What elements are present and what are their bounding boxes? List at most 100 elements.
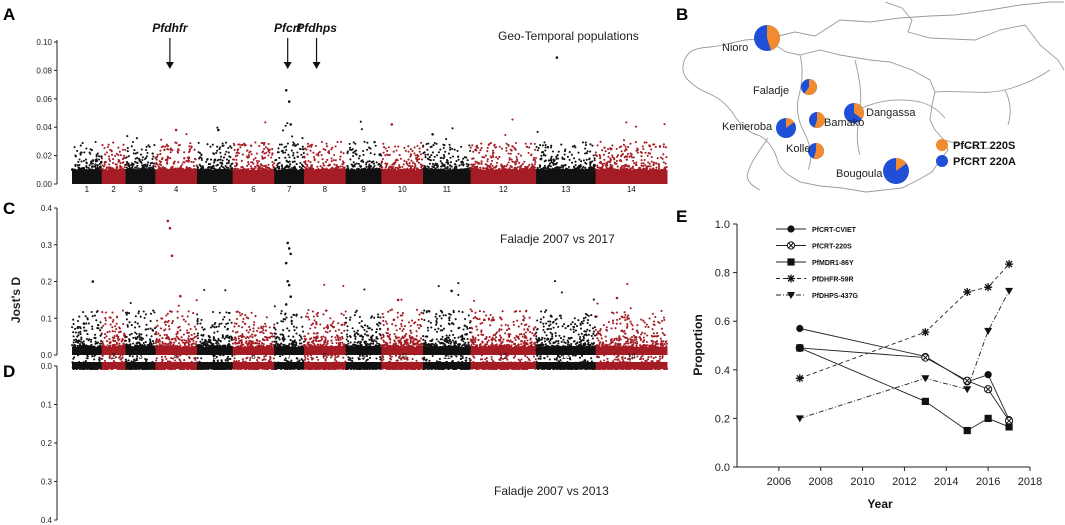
snp-point (341, 160, 345, 163)
snp-point (398, 154, 401, 157)
snp-point (271, 152, 274, 155)
snp-point (293, 160, 296, 163)
snp-point (140, 160, 143, 164)
snp-point (443, 343, 446, 346)
snp-point (163, 148, 166, 151)
snp-point (209, 158, 213, 161)
snp-point (386, 328, 389, 331)
snp-point (377, 324, 380, 327)
snp-point (593, 157, 596, 160)
snp-point (599, 167, 602, 170)
snp-point (159, 153, 162, 156)
snp-point (399, 157, 402, 160)
panel-a-chromosome-labels: 1 2 3 4 5 6 7 8 9 10 11 12 13 14 (85, 185, 637, 194)
snp-point (409, 330, 412, 333)
snp-point (392, 150, 395, 153)
chromosome-label: 13 (561, 185, 570, 194)
snp-point (94, 342, 97, 345)
snp-point (79, 327, 82, 330)
snp-point (189, 327, 192, 331)
snp-point (346, 335, 349, 338)
snp-point (109, 167, 112, 170)
snp-point (642, 162, 645, 165)
snp-point (236, 151, 239, 154)
snp-point (460, 145, 463, 148)
snp-point (349, 158, 352, 161)
snp-point (73, 339, 76, 342)
snp-point (262, 343, 265, 346)
snp-point (109, 316, 112, 319)
snp-point (159, 161, 163, 164)
snp-point (158, 338, 161, 341)
snp-point (643, 141, 646, 144)
snp-point (237, 325, 240, 328)
snp-point (185, 167, 189, 170)
snp-point (422, 152, 425, 155)
snp-point (593, 326, 596, 329)
snp-point (455, 165, 458, 168)
snp-point (567, 165, 570, 169)
snp-point (342, 284, 345, 287)
snp-point (216, 330, 219, 333)
snp-point (199, 165, 202, 168)
snp-point (220, 322, 223, 325)
snp-point (263, 165, 266, 168)
snp-point (278, 167, 281, 170)
chromosome-label: 7 (287, 185, 292, 194)
snp-point (600, 162, 603, 165)
snp-point (415, 157, 418, 160)
snp-point (359, 340, 362, 343)
snp-point (85, 147, 88, 150)
snp-point (225, 311, 228, 314)
snp-point (235, 310, 238, 313)
snp-point (422, 312, 425, 315)
snp-point (521, 163, 524, 166)
snp-point (291, 144, 295, 147)
snp-point (610, 311, 613, 314)
snp-point (86, 317, 89, 320)
snp-point (139, 315, 142, 318)
snp-point (246, 149, 249, 152)
snp-point (388, 333, 391, 336)
snp-point (634, 141, 637, 144)
snp-point (357, 157, 360, 160)
snp-point (599, 155, 602, 158)
snp-point (166, 312, 169, 315)
snp-point (466, 327, 469, 330)
snp-point (405, 160, 408, 163)
snp-point (352, 151, 355, 154)
snp-point (486, 150, 489, 153)
snp-point (523, 168, 526, 171)
snp-point (360, 325, 363, 328)
snp-point (166, 337, 169, 340)
snp-point (247, 163, 250, 166)
snp-point (569, 323, 573, 326)
snp-point (140, 148, 143, 151)
snp-point (630, 322, 633, 325)
snp-point (447, 344, 450, 347)
snp-point (331, 146, 334, 149)
snp-point (327, 164, 330, 167)
snp-point (607, 152, 611, 155)
snp-point (263, 152, 266, 155)
snp-point (108, 338, 111, 341)
snp-point (310, 323, 313, 327)
snp-point (177, 144, 180, 147)
snp-point (372, 160, 375, 163)
snp-point (325, 145, 329, 148)
snp-point (512, 320, 515, 323)
snp-point (649, 165, 652, 168)
snp-point (115, 322, 118, 325)
snp-point (466, 165, 469, 168)
snp-point (284, 165, 287, 168)
snp-point (147, 327, 150, 331)
chromosome-segment (304, 170, 347, 184)
snp-point (216, 145, 219, 148)
snp-point (115, 152, 118, 155)
snp-point (334, 145, 337, 148)
snp-point (320, 336, 323, 339)
snp-point (323, 283, 326, 286)
snp-point (331, 322, 334, 325)
snp-point (187, 167, 190, 170)
snp-point (225, 162, 228, 165)
